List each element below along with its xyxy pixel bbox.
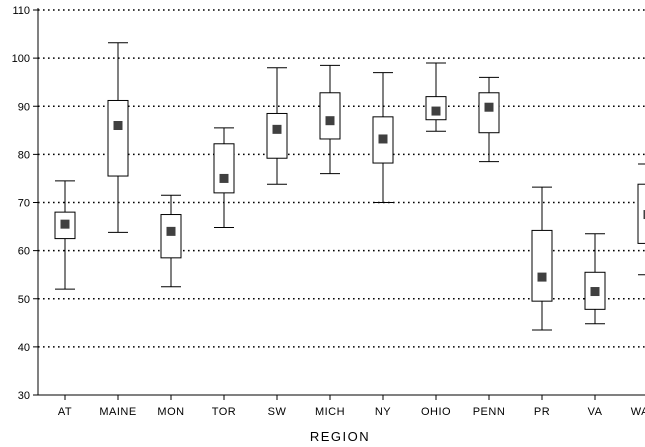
iqr-box <box>213 143 235 194</box>
x-axis-title: REGION <box>310 429 370 444</box>
x-tick-label: TOR <box>212 406 237 418</box>
boxes <box>54 42 645 331</box>
iqr-box <box>266 112 288 159</box>
y-tick-label: 60 <box>18 246 30 258</box>
iqr-box <box>531 229 553 302</box>
box-tor <box>213 127 235 229</box>
center-marker <box>166 226 176 236</box>
box-ohio <box>425 62 447 132</box>
center-marker <box>431 106 441 116</box>
box-sw <box>266 67 288 185</box>
center-marker <box>113 121 123 130</box>
center-marker <box>484 102 494 112</box>
center-marker <box>378 134 388 144</box>
box-pr <box>531 186 553 331</box>
x-tick-label: NY <box>375 406 391 418</box>
x-axis: AT MAINE MON TOR SW MICH NY OHIO PENN PR VA WASH <box>38 394 645 418</box>
x-tick-label: MON <box>157 406 184 418</box>
box-mich <box>319 64 341 175</box>
center-marker <box>272 124 282 134</box>
iqr-box <box>637 183 645 244</box>
x-tick-label: PR <box>534 406 550 418</box>
x-tick-label: VA <box>588 406 603 418</box>
x-tick-label: WASH <box>631 406 645 418</box>
iqr-box <box>319 92 341 140</box>
center-marker <box>325 116 335 126</box>
x-tick-label: MAINE <box>99 406 136 418</box>
x-tick-label: PENN <box>473 406 506 418</box>
x-tick-label: OHIO <box>421 406 451 418</box>
box-at <box>54 180 76 290</box>
center-marker <box>643 210 645 220</box>
box-ny <box>372 72 394 203</box>
y-tick-label: 30 <box>18 390 30 402</box>
iqr-box <box>107 99 129 177</box>
center-marker <box>219 173 229 183</box>
x-tick-label: SW <box>268 406 287 418</box>
x-tick-label: MICH <box>315 406 345 418</box>
center-marker <box>60 219 70 229</box>
y-tick-label: 50 <box>18 294 30 306</box>
x-tick-label: AT <box>58 406 72 418</box>
center-marker <box>537 272 547 282</box>
iqr-box <box>478 92 500 134</box>
y-tick-label: 80 <box>18 149 30 161</box>
y-tick-label: 40 <box>18 342 30 354</box>
center-marker <box>590 287 600 297</box>
box-va <box>584 233 606 325</box>
iqr-box <box>160 214 182 259</box>
y-axis: 30 40 50 60 70 80 90 100 110 <box>12 5 39 402</box>
box-penn <box>478 76 500 163</box>
y-tick-label: 110 <box>12 5 30 17</box>
y-tick-label: 70 <box>18 198 30 210</box>
box-maine <box>107 42 129 233</box>
y-tick-label: 90 <box>18 101 30 113</box>
box-wash <box>637 163 645 276</box>
grid-lines <box>38 9 645 348</box>
box-mon <box>160 194 182 288</box>
y-tick-label: 100 <box>12 53 30 65</box>
